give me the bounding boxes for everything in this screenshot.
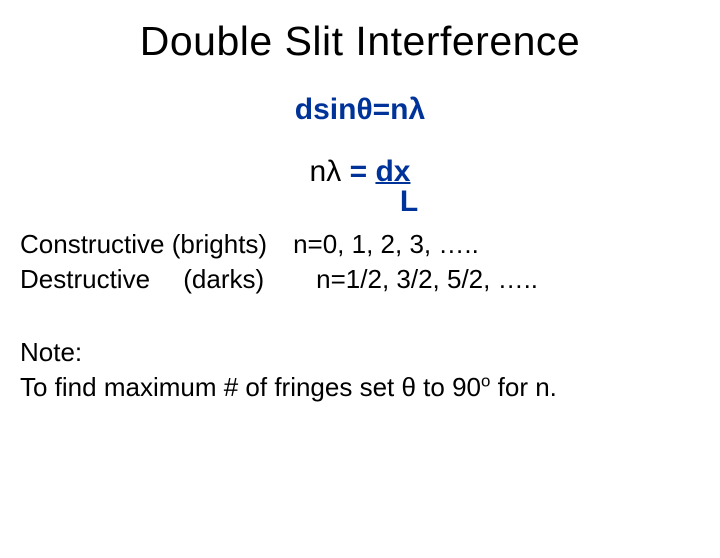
eq-denominator: L	[98, 185, 720, 219]
interference-conditions: Constructive (brights) n=0, 1, 2, 3, …..…	[20, 227, 720, 297]
eq-equals: =	[350, 155, 376, 188]
destructive-line: Destructive (darks) n=1/2, 3/2, 5/2, …..	[20, 262, 720, 297]
note-body-pre: To find maximum # of fringes set θ to 90	[20, 372, 481, 402]
equation-fraction: nλ = dx L	[0, 155, 720, 219]
eq-numerator: dx	[375, 155, 410, 188]
note-body-sup: o	[481, 372, 490, 391]
note-body: To find maximum # of fringes set θ to 90…	[20, 370, 720, 405]
equation-fraction-top: nλ = dx	[310, 155, 411, 189]
equation-main: dsinθ=nλ	[0, 93, 720, 127]
note-body-post: for n.	[490, 372, 556, 402]
note-heading: Note:	[20, 335, 720, 370]
constructive-line: Constructive (brights) n=0, 1, 2, 3, …..	[20, 227, 720, 262]
note-block: Note: To find maximum # of fringes set θ…	[20, 335, 720, 405]
page-title: Double Slit Interference	[0, 18, 720, 65]
eq-lhs: nλ	[310, 155, 350, 188]
